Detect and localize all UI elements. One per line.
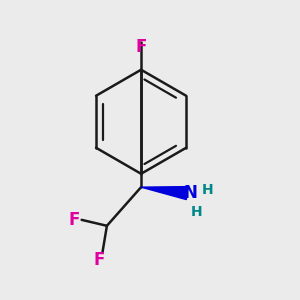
Text: N: N <box>183 184 197 202</box>
Text: F: F <box>135 38 147 56</box>
Text: H: H <box>190 206 202 219</box>
Polygon shape <box>141 187 188 200</box>
Text: H: H <box>202 183 214 197</box>
Text: F: F <box>68 211 80 229</box>
Text: F: F <box>94 251 105 269</box>
